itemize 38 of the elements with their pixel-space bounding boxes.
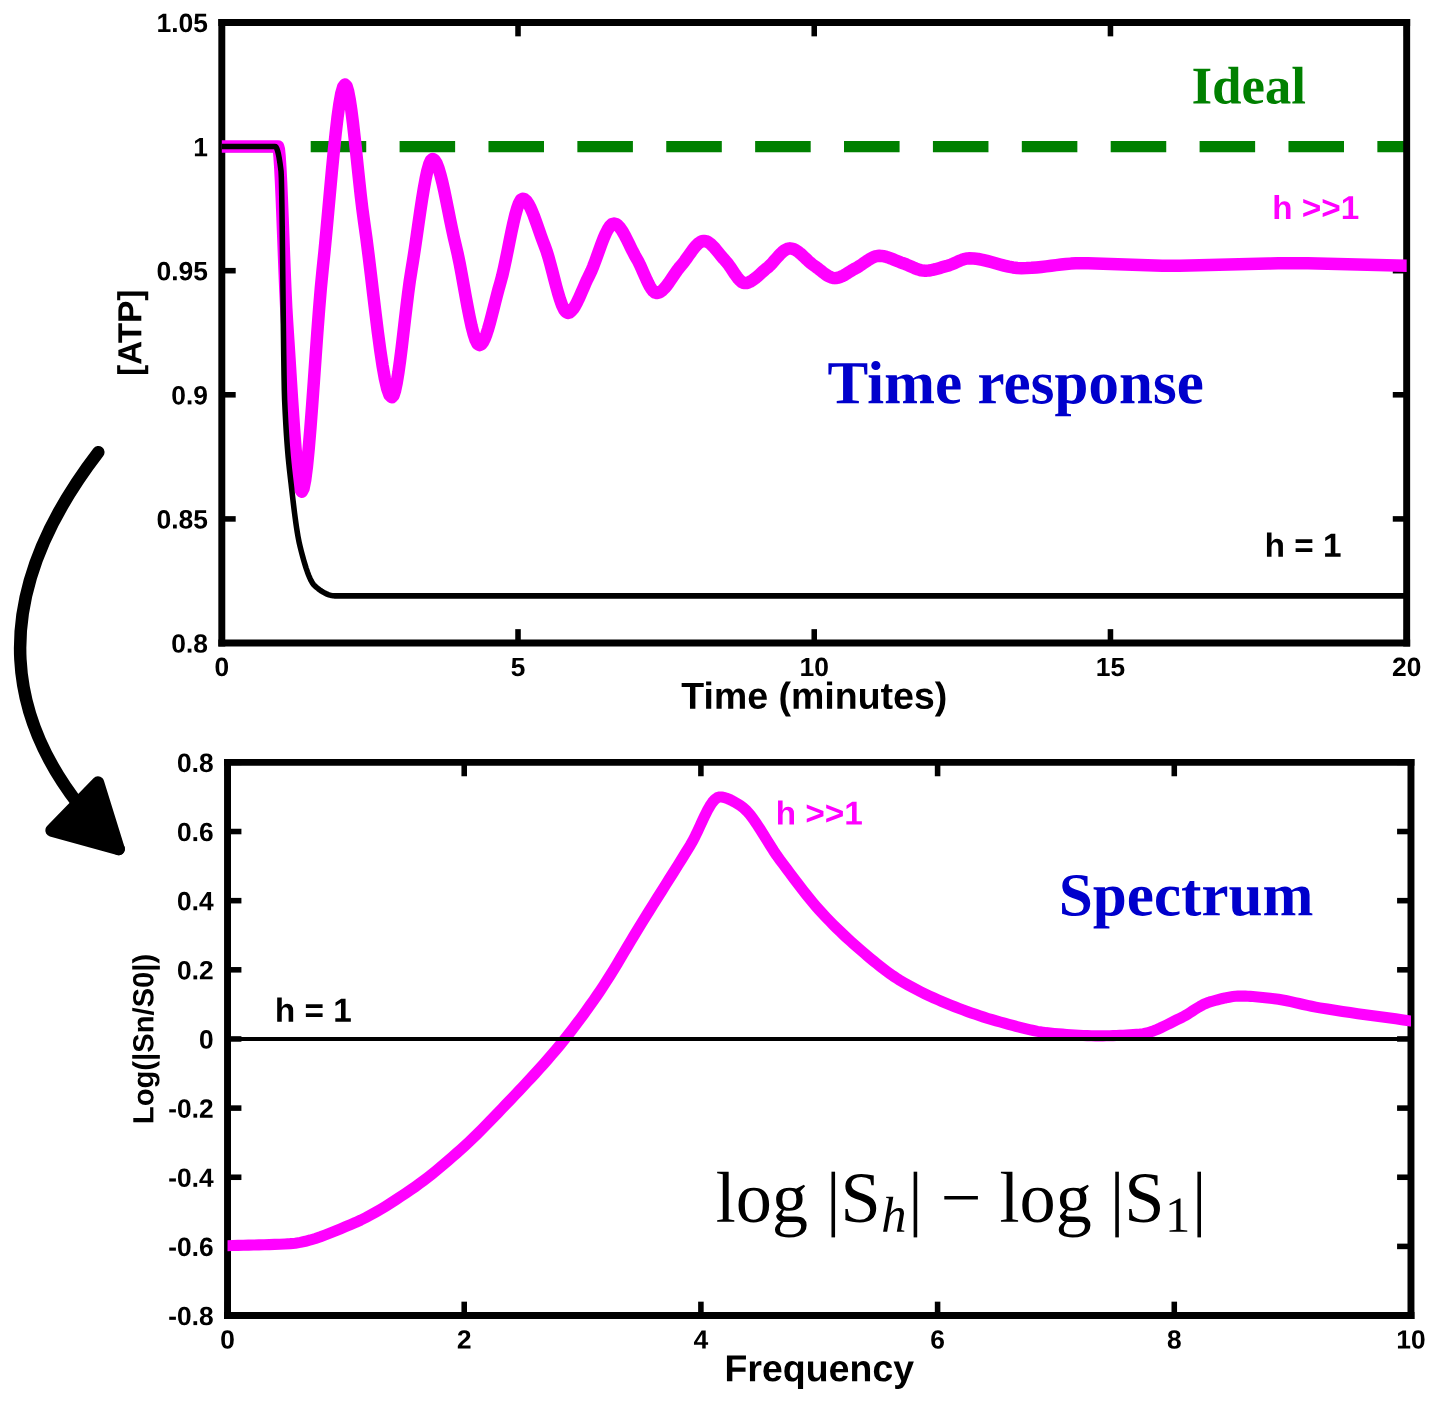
annotation: log |S$_{h}$| − log |S$_{1}$|	[717, 1171, 1201, 1238]
y-axis-title: [ATP]	[117, 291, 149, 375]
series-label: h >>1	[1274, 194, 1359, 220]
x-tick-label: 4	[693, 1330, 709, 1349]
x-tick-label: 2	[457, 1330, 471, 1349]
x-tick-label: 10	[801, 657, 828, 677]
y-tick-label: 0.95	[157, 261, 208, 281]
x-tick-label: 6	[931, 1330, 944, 1349]
ref-line-label: Ideal	[1193, 66, 1306, 104]
y-tick-label: 0.2	[178, 960, 213, 980]
y-tick-label: 0.8	[172, 634, 208, 653]
y-tick-label: 1.05	[158, 13, 208, 33]
series-label: h = 1	[1266, 532, 1341, 557]
x-tick-label: 5	[511, 657, 525, 677]
x-tick-label: 8	[1167, 1330, 1181, 1349]
x-tick-label: 0	[215, 657, 229, 677]
series-label: h = 1	[277, 997, 351, 1022]
x-axis-title: Time (minutes)	[681, 681, 946, 717]
y-tick-label: -0.8	[169, 1306, 213, 1326]
x-tick-label: 20	[1392, 657, 1421, 677]
x-axis-title: Frequency	[726, 1355, 914, 1389]
series-label: h >>1	[778, 800, 862, 825]
y-tick-label: 0	[200, 1030, 213, 1049]
y-tick-label: -0.4	[169, 1168, 214, 1188]
y-tick-label: -0.2	[169, 1099, 213, 1118]
x-tick-label: 10	[1397, 1330, 1425, 1349]
y-tick-label: 0.4	[178, 891, 214, 911]
annotation: Time response	[828, 360, 1203, 417]
y-tick-label: 0.85	[157, 510, 208, 529]
x-tick-label: 15	[1097, 657, 1125, 677]
y-axis-title: Log(|Sn/S0|)	[132, 955, 160, 1123]
y-tick-label: 0.8	[178, 753, 213, 773]
y-tick-label: 0.9	[172, 385, 207, 405]
y-tick-label: 0.6	[178, 822, 213, 842]
y-tick-label: -0.6	[169, 1237, 213, 1257]
y-tick-label: 1	[194, 137, 208, 157]
x-tick-label: 0	[221, 1330, 234, 1349]
annotation: Spectrum	[1062, 874, 1313, 929]
